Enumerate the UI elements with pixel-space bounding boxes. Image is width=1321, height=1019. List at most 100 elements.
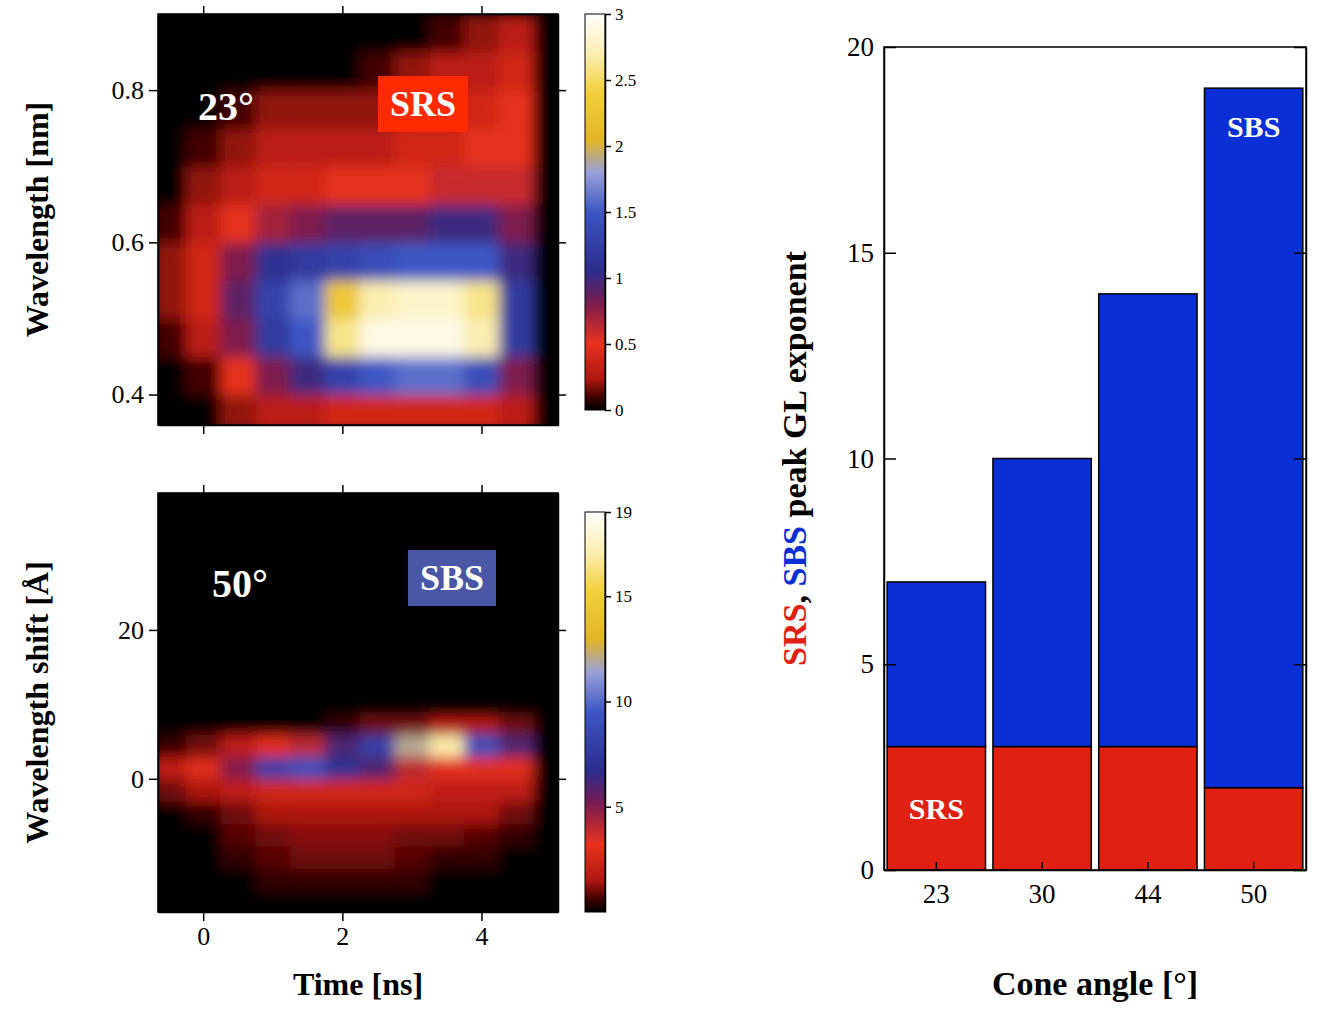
heatmap-cell (290, 318, 325, 357)
colorbar-axis-tick: 1 (605, 269, 624, 288)
heatmap-cell (395, 204, 430, 243)
series-label: SBS (1227, 110, 1280, 143)
heatmap-cell (534, 868, 558, 891)
x-axis-tick: 0 (197, 912, 210, 951)
heatmap-cell (290, 52, 325, 91)
colorbar-axis-label: 2.5 (615, 71, 636, 90)
heatmap-cell (221, 712, 256, 735)
heatmap-cell (255, 90, 290, 129)
heatmap-cell (395, 14, 430, 53)
annotation-box (408, 550, 496, 606)
heatmap-cell (395, 242, 430, 281)
heatmap-cell (499, 890, 534, 912)
heatmap-cell (395, 280, 430, 319)
x-axis: 23304450 (885, 862, 1307, 909)
heatmap-cell (255, 801, 290, 824)
heatmap-cell (158, 166, 186, 205)
heatmap-cell (255, 242, 290, 281)
x-axis-tick: 23 (923, 862, 950, 909)
y-axis-right-tick-mark (1294, 664, 1306, 666)
heatmap-cell (221, 128, 256, 167)
x-axis-top-tick (481, 6, 482, 14)
heatmap-cell (158, 52, 186, 91)
heatmap-cell (290, 128, 325, 167)
x-axis-title: Time [ns] (293, 966, 423, 1002)
heatmap-cell (360, 14, 395, 53)
y-axis-right-tick (1294, 664, 1306, 665)
colorbar-axis-line (605, 513, 607, 913)
y-axis-tick: 0 (131, 765, 158, 794)
heatmap-cell (221, 801, 256, 824)
heatmap-cell (464, 823, 499, 846)
annotation-text: SRS (390, 84, 456, 124)
colorbar-axis-tick: 0 (605, 401, 624, 420)
heatmap-cell (360, 204, 395, 243)
x-axis-tick: 44 (1134, 862, 1162, 909)
x-axis-tick-mark (481, 425, 483, 434)
heatmap-cell (534, 395, 558, 425)
bar-segment (1204, 88, 1302, 788)
heatmap-cell (499, 128, 534, 167)
annotation-text: 23° (198, 84, 254, 129)
heatmap-cell (290, 801, 325, 824)
y-axis-label: 15 (847, 238, 874, 268)
heatmap-cell (534, 801, 558, 824)
y-axis-title-part: GL (776, 383, 813, 439)
colorbar-axis-tick: 0.5 (605, 335, 636, 354)
heatmap-cell (429, 823, 464, 846)
heatmap-cell (499, 318, 534, 357)
heatmap-cell (534, 756, 558, 779)
heatmap-cell (464, 868, 499, 891)
y-axis-right-tick (558, 395, 566, 396)
x-axis-tick: 30 (1029, 862, 1056, 909)
x-axis-tick (481, 425, 482, 434)
x-axis-top-tick (203, 485, 204, 493)
y-axis-label: 20 (118, 616, 144, 645)
heatmap-cell (325, 823, 360, 846)
y-axis-tick: 10 (847, 444, 896, 474)
heatmap-cell (429, 395, 464, 425)
colorbar-axis-tick-mark (605, 410, 611, 412)
heatmap-cell (395, 166, 430, 205)
heatmap-cell (325, 280, 360, 319)
heatmap-cell (499, 395, 534, 425)
heatmap-cell (325, 14, 360, 53)
heatmap-cell (221, 14, 256, 53)
heatmap-cell (221, 204, 256, 243)
heatmap-cell (360, 868, 395, 891)
x-axis-tick-mark (203, 912, 205, 921)
heatmap-cell (360, 357, 395, 396)
heatmap-cell (221, 395, 256, 425)
colorbar-axis-tick-mark (605, 80, 611, 82)
y-axis-title: Wavelength [nm] (19, 102, 55, 338)
heatmap-cell (158, 90, 186, 129)
heatmap-cell (464, 712, 499, 735)
heatmap-cell (290, 779, 325, 802)
heatmap-cell (464, 756, 499, 779)
x-axis-top-tick (342, 485, 343, 493)
heatmap-cell (255, 734, 290, 757)
heatmap-cell (255, 868, 290, 891)
heatmap-cell (429, 166, 464, 205)
heatmap-cell (290, 357, 325, 396)
y-axis-right-tick (1294, 47, 1306, 48)
x-axis-top-tick-mark (342, 485, 344, 493)
x-axis-top-tick-mark (481, 6, 483, 14)
heatmap-cell (499, 242, 534, 281)
y-axis-right-tick (558, 90, 566, 91)
heatmap-cell (221, 779, 256, 802)
colorbar-axis-tick-mark (605, 806, 611, 808)
heatmap-cell (290, 823, 325, 846)
y-axis-right-tick (558, 779, 566, 780)
x-axis-line (159, 425, 559, 427)
y-axis-title-part: , (776, 587, 813, 604)
x-axis-label: 44 (1134, 879, 1162, 909)
x-axis (159, 425, 559, 434)
heatmap-cell (395, 712, 430, 735)
y-axis-tick-mark (884, 47, 896, 49)
x-axis-tick: 2 (336, 912, 349, 951)
x-axis-label: 4 (475, 922, 488, 951)
heatmap-cell (464, 846, 499, 869)
heatmap-cell (221, 318, 256, 357)
y-axis-title: Wavelength shift [Å] (19, 561, 55, 844)
